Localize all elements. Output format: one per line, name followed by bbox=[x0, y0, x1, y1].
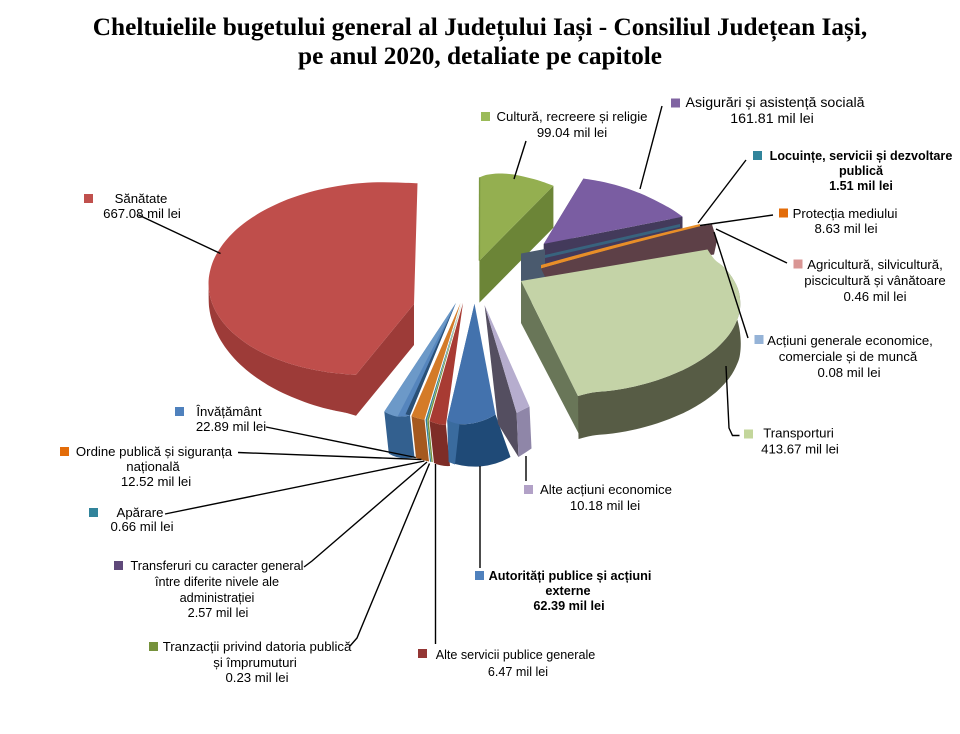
svg-text:0.23 mil lei: 0.23 mil lei bbox=[225, 670, 288, 685]
svg-text:Alte acțiuni economice: Alte acțiuni economice bbox=[540, 482, 672, 497]
svg-text:Acțiuni generale economice,: Acțiuni generale economice, bbox=[767, 333, 933, 348]
svg-text:10.18 mil lei: 10.18 mil lei bbox=[570, 498, 640, 513]
svg-text:comerciale și de muncă: comerciale și de muncă bbox=[779, 349, 918, 364]
svg-text:Protecția mediului: Protecția mediului bbox=[793, 206, 898, 221]
svg-text:1.51 mil lei: 1.51 mil lei bbox=[829, 179, 893, 193]
svg-text:413.67 mil lei: 413.67 mil lei bbox=[761, 442, 839, 457]
svg-text:Cultură, recreere și religie: Cultură, recreere și religie bbox=[497, 109, 648, 124]
svg-text:Transporturi: Transporturi bbox=[763, 426, 834, 441]
svg-text:Alte servicii publice generale: Alte servicii publice generale bbox=[436, 648, 596, 662]
svg-text:161.81 mil lei: 161.81 mil lei bbox=[730, 111, 814, 127]
svg-text:99.04 mil lei: 99.04 mil lei bbox=[537, 125, 607, 140]
svg-text:Ordine publică și siguranța: Ordine publică și siguranța bbox=[76, 444, 233, 459]
svg-text:și împrumuturi: și împrumuturi bbox=[213, 655, 297, 670]
svg-text:Învățământ: Învățământ bbox=[195, 404, 262, 419]
svg-text:externe: externe bbox=[545, 584, 590, 598]
svg-text:națională: națională bbox=[126, 459, 180, 474]
svg-text:administrației: administrației bbox=[180, 591, 255, 605]
svg-text:62.39 mil lei: 62.39 mil lei bbox=[533, 599, 604, 613]
svg-text:0.46 mil lei: 0.46 mil lei bbox=[843, 289, 906, 304]
svg-text:Tranzacții privind datoria pub: Tranzacții privind datoria publică bbox=[163, 639, 352, 654]
svg-text:Transferuri cu caracter genera: Transferuri cu caracter general bbox=[131, 559, 304, 573]
svg-text:0.66 mil lei: 0.66 mil lei bbox=[110, 519, 173, 534]
svg-text:22.89 mil lei: 22.89 mil lei bbox=[196, 419, 266, 434]
svg-text:Locuințe, servicii și dezvolta: Locuințe, servicii și dezvoltare bbox=[770, 149, 953, 163]
svg-text:publică: publică bbox=[839, 164, 884, 178]
svg-text:Autorități publice și acțiuni: Autorități publice și acțiuni bbox=[489, 569, 652, 583]
svg-text:2.57 mil lei: 2.57 mil lei bbox=[188, 606, 249, 620]
svg-text:12.52 mil lei: 12.52 mil lei bbox=[121, 474, 191, 489]
svg-text:0.08 mil lei: 0.08 mil lei bbox=[817, 365, 880, 380]
svg-text:Apărare: Apărare bbox=[117, 505, 164, 520]
svg-text:667.08 mil lei: 667.08 mil lei bbox=[103, 206, 181, 221]
svg-text:Asigurări și asistență socială: Asigurări și asistență socială bbox=[686, 95, 865, 111]
svg-text:Sănătate: Sănătate bbox=[115, 191, 168, 206]
svg-text:Agricultură, silvicultură,: Agricultură, silvicultură, bbox=[807, 257, 943, 272]
svg-text:6.47 mil lei: 6.47 mil lei bbox=[488, 665, 548, 679]
svg-text:între diferite nivele ale: între diferite nivele ale bbox=[154, 575, 279, 589]
svg-text:8.63 mil lei: 8.63 mil lei bbox=[814, 221, 877, 236]
svg-text:piscicultură și vânătoare: piscicultură și vânătoare bbox=[804, 273, 945, 288]
